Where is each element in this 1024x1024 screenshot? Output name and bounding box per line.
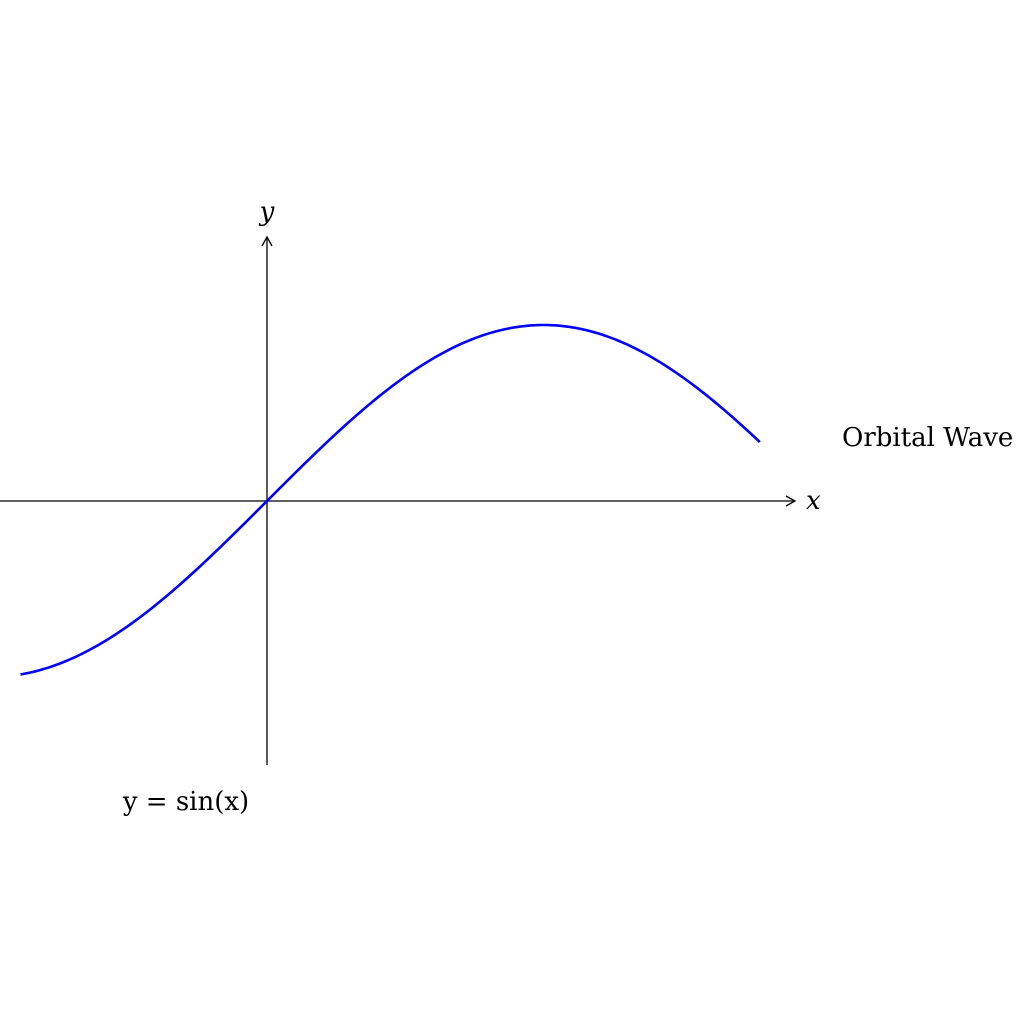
series-line-sin <box>20 323 761 676</box>
series-label: Orbital Wave <box>842 423 1013 453</box>
x-axis-label: x <box>806 486 821 516</box>
y-axis-label: y <box>259 197 275 227</box>
function-annotation: y = sin(x) <box>122 787 249 817</box>
